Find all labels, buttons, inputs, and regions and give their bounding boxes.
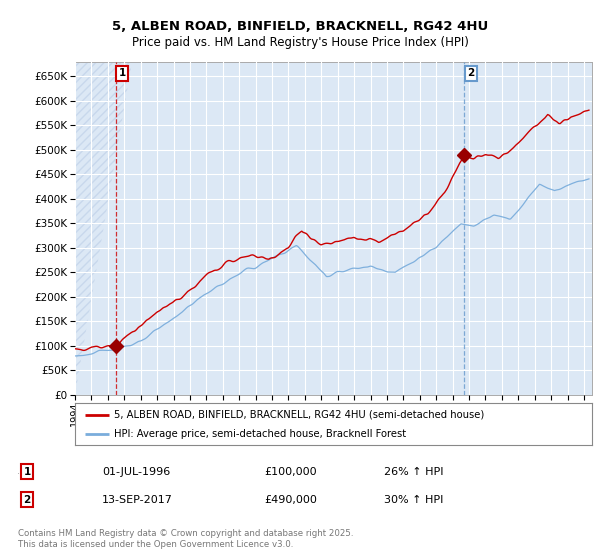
Text: 01-JUL-1996: 01-JUL-1996: [102, 466, 170, 477]
Text: 5, ALBEN ROAD, BINFIELD, BRACKNELL, RG42 4HU (semi-detached house): 5, ALBEN ROAD, BINFIELD, BRACKNELL, RG42…: [114, 409, 484, 419]
Text: 26% ↑ HPI: 26% ↑ HPI: [384, 466, 443, 477]
Text: £100,000: £100,000: [264, 466, 317, 477]
Text: 2: 2: [467, 68, 474, 78]
Text: 1: 1: [119, 68, 126, 78]
Text: £490,000: £490,000: [264, 494, 317, 505]
Text: 1: 1: [23, 466, 31, 477]
Text: HPI: Average price, semi-detached house, Bracknell Forest: HPI: Average price, semi-detached house,…: [114, 429, 406, 439]
Text: 2: 2: [23, 494, 31, 505]
Text: 0: 0: [18, 473, 19, 474]
Polygon shape: [75, 62, 133, 395]
Text: 5, ALBEN ROAD, BINFIELD, BRACKNELL, RG42 4HU: 5, ALBEN ROAD, BINFIELD, BRACKNELL, RG42…: [112, 20, 488, 32]
Text: 30% ↑ HPI: 30% ↑ HPI: [384, 494, 443, 505]
Text: Contains HM Land Registry data © Crown copyright and database right 2025.
This d: Contains HM Land Registry data © Crown c…: [18, 529, 353, 549]
Text: 13-SEP-2017: 13-SEP-2017: [102, 494, 173, 505]
Text: Price paid vs. HM Land Registry's House Price Index (HPI): Price paid vs. HM Land Registry's House …: [131, 36, 469, 49]
